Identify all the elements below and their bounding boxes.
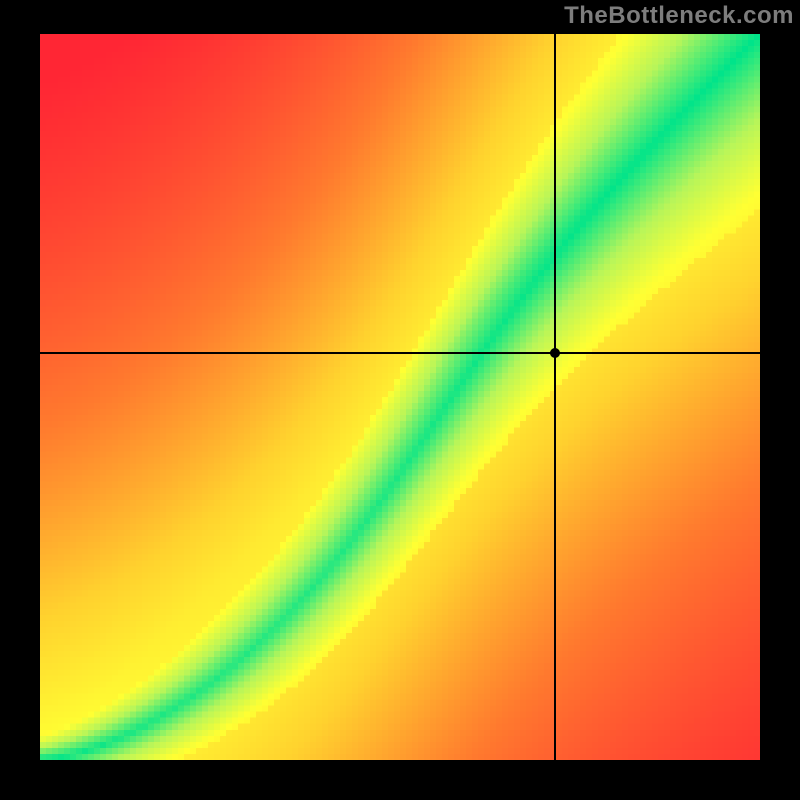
watermark-text: TheBottleneck.com bbox=[564, 2, 794, 30]
crosshair-vertical bbox=[554, 34, 556, 760]
bottleneck-heatmap bbox=[40, 34, 760, 760]
crosshair-horizontal bbox=[40, 352, 760, 354]
chart-container: { "watermark": { "text": "TheBottleneck.… bbox=[0, 0, 800, 800]
